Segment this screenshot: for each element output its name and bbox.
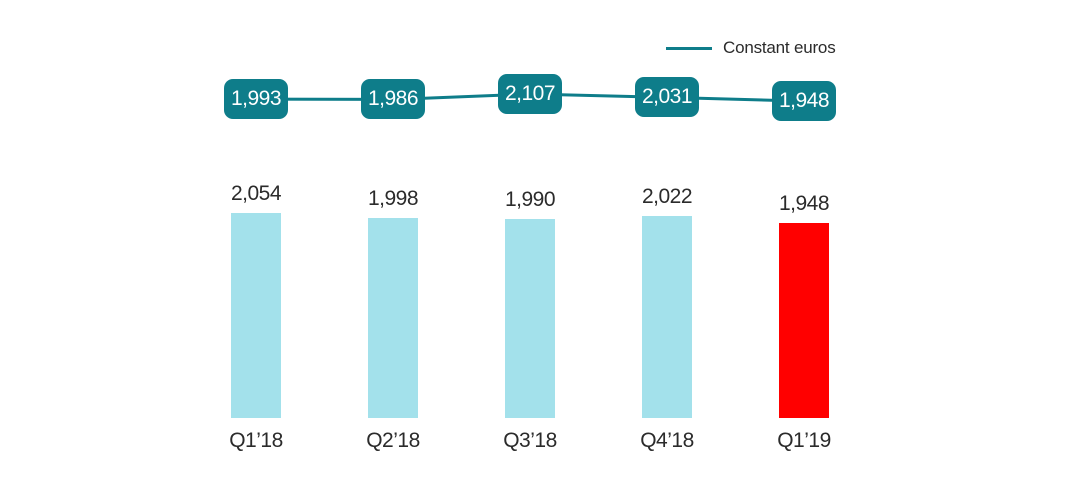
- line-value-callout: 2,031: [635, 77, 699, 118]
- revenue-bar: [505, 219, 555, 418]
- x-axis-label: Q2’18: [366, 429, 420, 452]
- revenue-bar: [231, 212, 281, 418]
- legend: Constant euros: [666, 38, 836, 58]
- x-axis-label: Q1’18: [229, 429, 283, 452]
- revenue-bar-highlighted: [779, 223, 829, 418]
- bar-value-label: 2,054: [230, 181, 282, 205]
- legend-line-swatch: [666, 46, 712, 50]
- line-value-callout: 1,948: [772, 81, 836, 122]
- revenue-bar: [368, 218, 418, 418]
- revenue-bar: [642, 215, 692, 418]
- bar-value-label: 1,990: [504, 188, 556, 211]
- legend-label: Constant euros: [723, 38, 836, 57]
- bar-value-label: 2,022: [641, 184, 693, 208]
- line-value-callout: 1,993: [224, 79, 288, 120]
- bar-value-label: 1,948: [778, 192, 830, 216]
- bar-value-label: 1,998: [367, 187, 419, 211]
- line-value-callout: 2,107: [498, 74, 562, 114]
- x-axis-label: Q1’19: [777, 429, 831, 452]
- x-axis-label: Q3’18: [503, 429, 557, 452]
- line-value-callout: 1,986: [361, 79, 425, 120]
- x-axis-label: Q4’18: [640, 429, 694, 452]
